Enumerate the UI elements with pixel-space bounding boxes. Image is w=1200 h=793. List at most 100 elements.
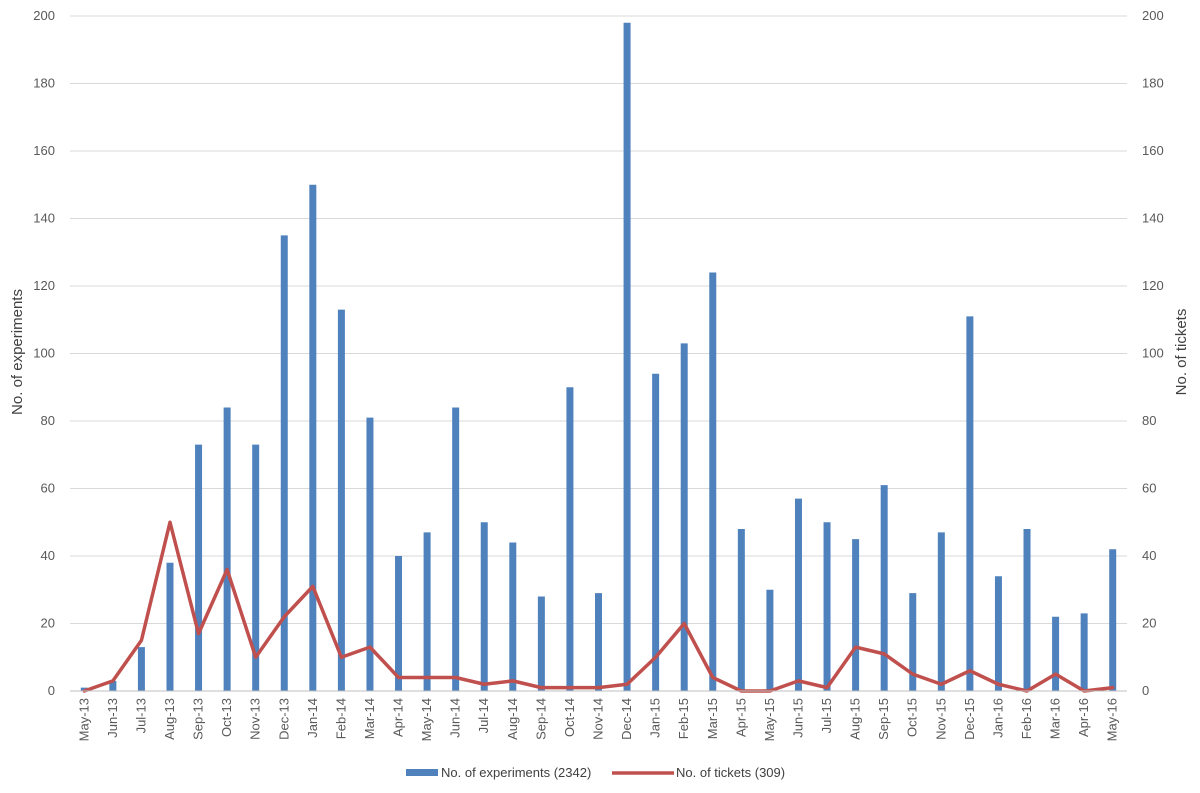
bar-experiments [537,596,545,691]
tickets-line-series [82,520,1115,693]
x-tick-label: Sep-15 [876,698,891,740]
gridlines [70,15,1127,624]
tickets-point [197,632,201,636]
y2-tick-label: 120 [1142,278,1164,293]
tickets-point [968,669,972,673]
x-tick-label: Feb-14 [333,698,348,739]
legend-label-experiments: No. of experiments (2342) [441,765,591,780]
bar-experiments [1109,549,1117,691]
bar-experiments [1052,616,1060,691]
x-tick-label: Jul-13 [133,698,148,733]
x-tick-label: Jul-15 [819,698,834,733]
tickets-point [425,676,429,679]
tickets-point [597,686,600,690]
bar-experiments [166,562,174,691]
tickets-point [254,655,258,659]
tickets-point [111,679,115,683]
x-tick-label: Nov-14 [591,698,606,740]
tickets-point [1054,672,1058,676]
x-tick-label: Apr-16 [1076,698,1091,737]
y2-tick-label: 20 [1142,616,1156,631]
x-tick-label: Sep-14 [533,698,548,740]
x-tick-label: Jun-13 [105,698,120,738]
y-tick-label: 100 [33,346,55,361]
x-tick-label: Aug-15 [848,698,863,740]
tickets-point [282,615,286,619]
legend-swatch-experiments [406,769,438,776]
bar-experiments [309,184,317,691]
x-tick-label: Mar-15 [705,698,720,739]
y2-tick-label: 80 [1142,413,1156,428]
x-tick-label: Aug-14 [505,698,520,740]
x-tick-label: May-14 [419,698,434,741]
tickets-point [168,520,172,524]
bar-experiments [994,576,1002,691]
bar-experiments [566,387,574,691]
bar-experiments [766,589,774,691]
tickets-point [397,676,401,679]
y2-tick-label: 60 [1142,481,1156,496]
x-tick-label: Oct-14 [562,698,577,737]
bar-experiments [880,485,888,691]
y2-axis-title: No. of tickets [1173,309,1190,396]
tickets-point [654,655,658,659]
y2-tick-label: 0 [1142,683,1149,698]
bar-experiments [137,647,145,691]
x-tick-label: Mar-14 [362,698,377,739]
bar-experiments [794,498,802,691]
y-tick-label: 40 [41,548,55,563]
bar-experiments [395,556,403,691]
y2-tick-label: 180 [1142,76,1164,91]
x-tick-label: Sep-13 [191,698,206,740]
bar-experiments [509,542,517,691]
y-tick-label: 180 [33,76,55,91]
x-tick-label: Nov-13 [248,698,263,740]
bar-experiments [452,407,460,691]
y-tick-label: 60 [41,481,55,496]
tickets-point [625,682,629,686]
x-tick-label: Aug-13 [162,698,177,740]
bar-experiments [737,529,745,691]
x-tick-label: Dec-15 [962,698,977,740]
x-tick-label: Oct-15 [905,698,920,737]
tickets-point [882,652,886,656]
y2-tick-label: 40 [1142,548,1156,563]
tickets-point [682,622,686,625]
y2-tick-label: 140 [1142,211,1164,226]
y2-tick-label: 200 [1142,8,1164,23]
tickets-point [825,686,829,690]
tickets-point [568,686,572,690]
x-tick-label: Feb-16 [1019,698,1034,739]
y2-tick-label: 160 [1142,143,1164,158]
x-tick-label: Mar-16 [1048,698,1063,739]
tickets-point [854,645,858,649]
x-tick-label: Jul-14 [476,698,491,733]
x-tick-label: Dec-13 [276,698,291,740]
bar-experiments [337,309,345,691]
y-tick-label: 200 [33,8,55,23]
x-tick-label: Oct-13 [219,698,234,737]
y2-tick-label: 100 [1142,346,1164,361]
tickets-point [711,676,715,679]
bar-experiments [480,522,488,691]
y-tick-label: 80 [41,413,55,428]
bar-experiments [223,407,231,691]
bar-experiments [709,272,717,691]
bar-experiments [195,444,203,691]
y-tick-label: 120 [33,278,55,293]
x-tick-label: Feb-15 [676,698,691,739]
bar-experiments [623,22,631,691]
bar-experiments [423,532,431,691]
bar-experiments [366,417,374,691]
bar-experiments [109,680,117,691]
x-tick-label: May-15 [762,698,777,741]
tickets-point [368,645,372,649]
x-tick-label: May-16 [1105,698,1120,741]
bar-experiments [852,539,860,691]
x-tick-label: Jan-15 [648,698,663,738]
tickets-point [482,682,486,686]
x-tick-label: May-13 [76,698,91,741]
tickets-point [511,679,515,683]
x-tick-label: Apr-14 [391,698,406,737]
